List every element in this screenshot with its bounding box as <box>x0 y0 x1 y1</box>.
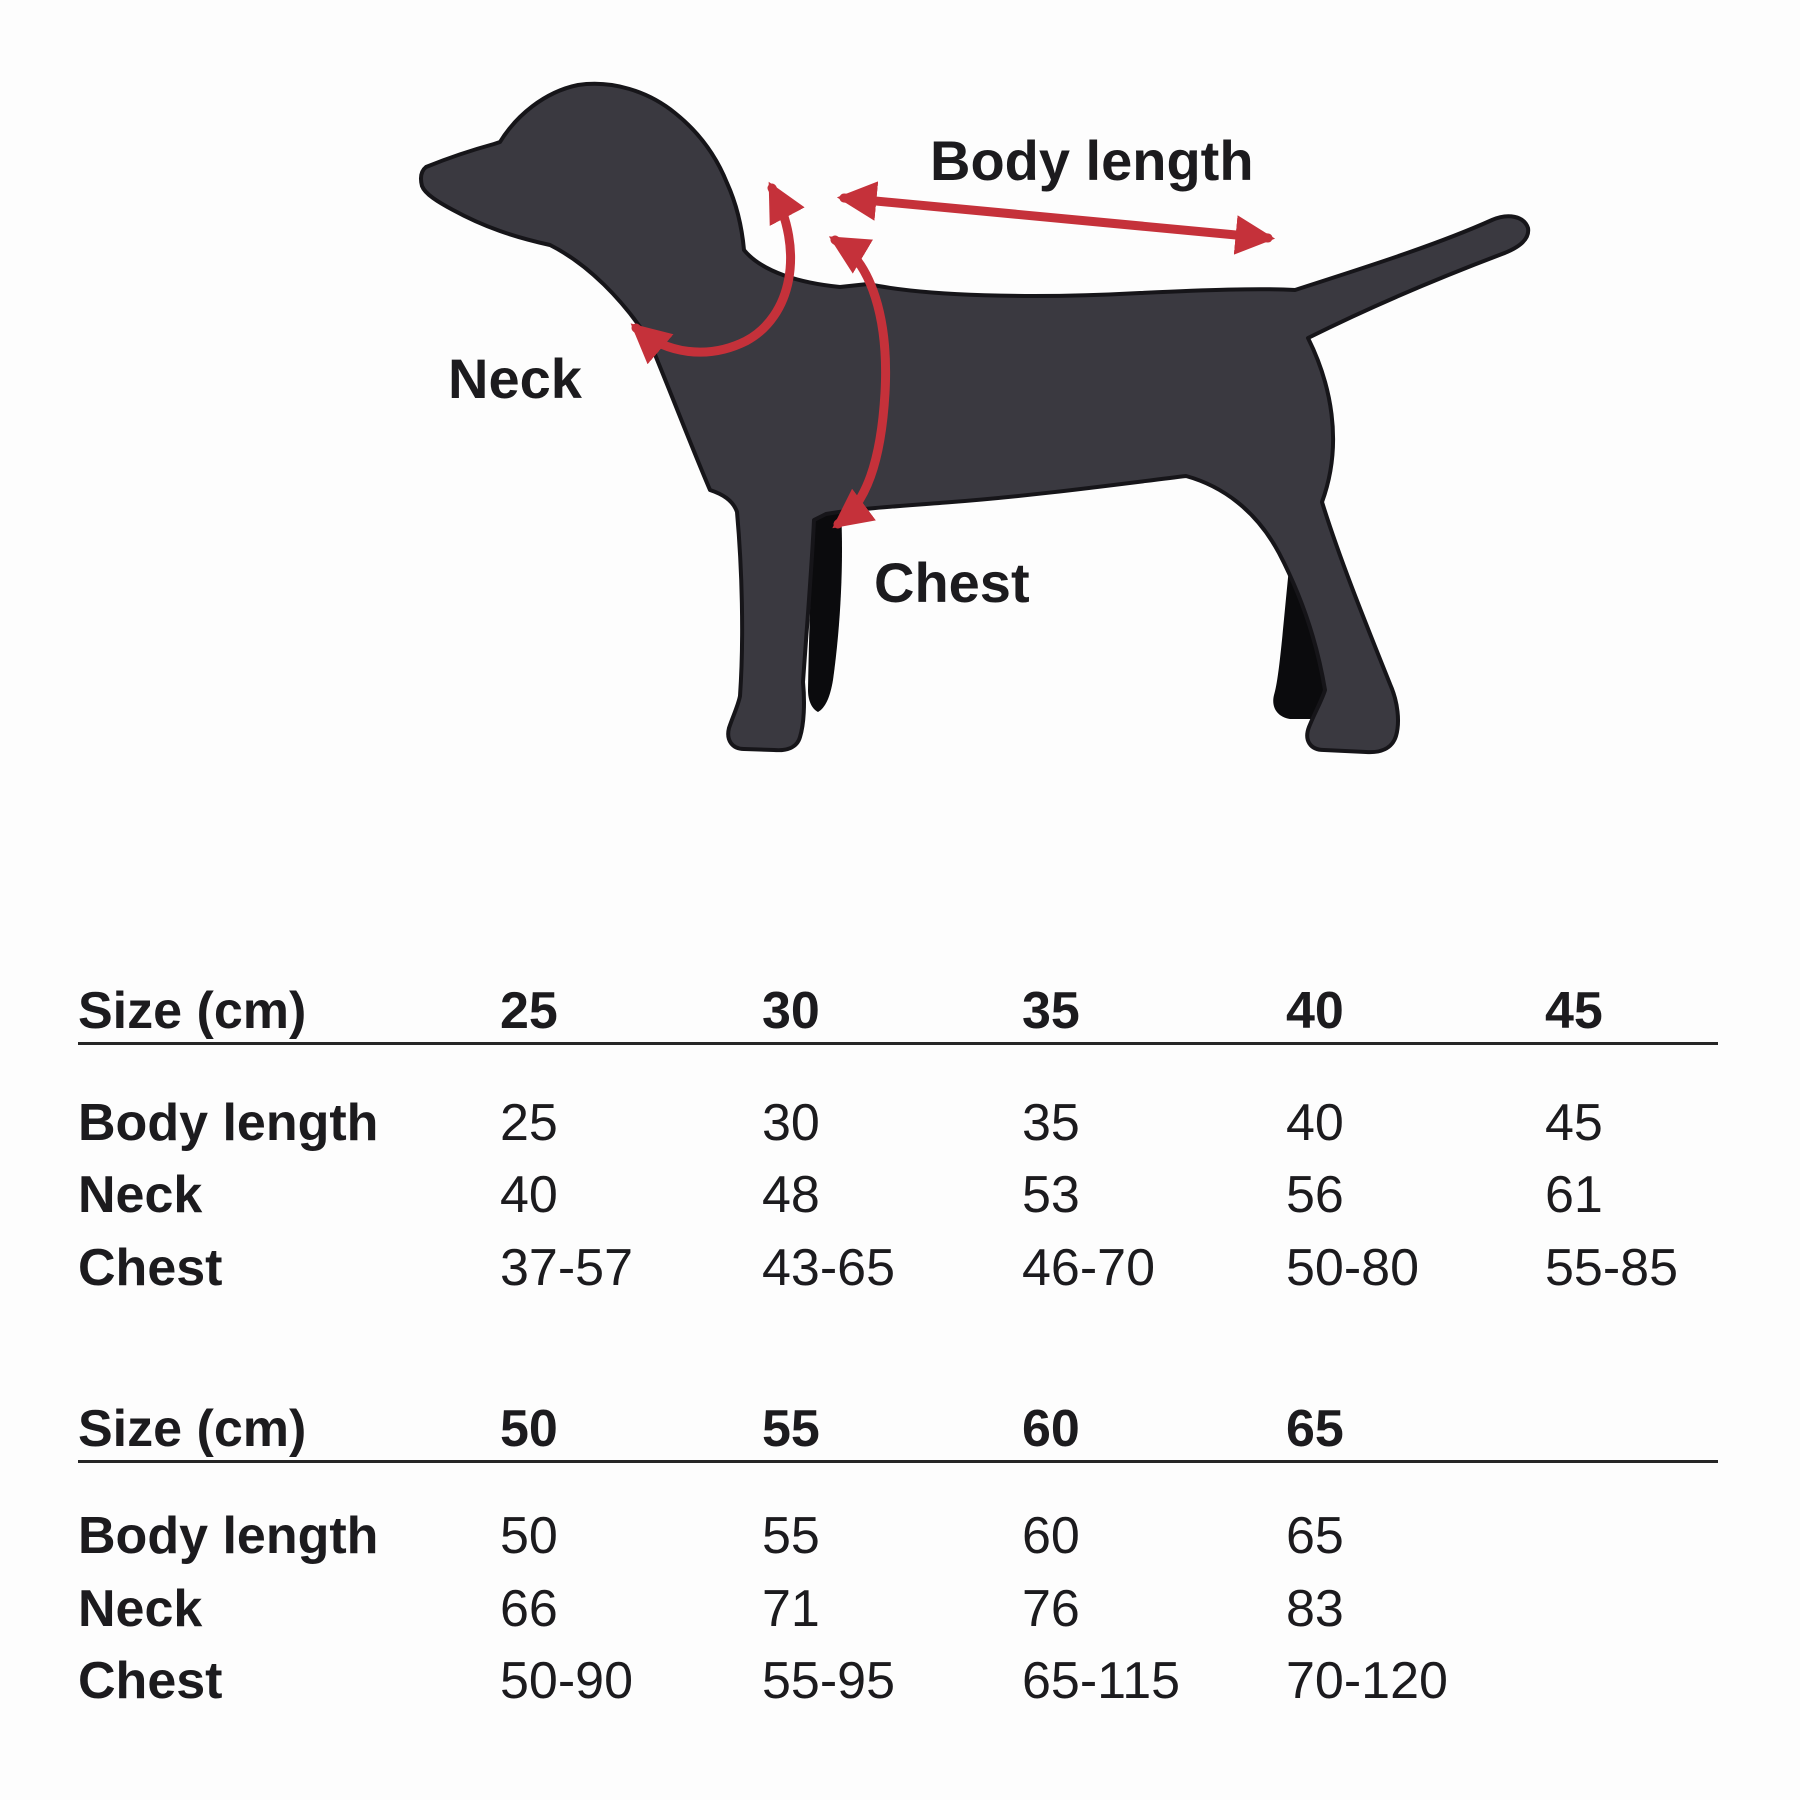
table-header-cell: Size (cm) <box>78 982 307 1040</box>
cell-value: 50 <box>500 1507 558 1565</box>
table-header-cell: 30 <box>762 982 820 1040</box>
table-header-row: Size (cm) 25 30 35 40 45 <box>0 982 1800 1040</box>
neck-label: Neck <box>448 347 583 410</box>
cell-value: 65-115 <box>1022 1652 1181 1710</box>
dog-measurement-diagram: Body length Neck Chest <box>419 81 1531 755</box>
cell-value: 83 <box>1286 1580 1344 1638</box>
cell-value: 40 <box>1286 1094 1344 1152</box>
chest-label: Chest <box>874 551 1030 614</box>
row-label: Chest <box>78 1239 223 1297</box>
cell-value: 46-70 <box>1022 1239 1155 1297</box>
table-header-cell: 65 <box>1286 1400 1344 1458</box>
cell-value: 53 <box>1022 1166 1080 1224</box>
row-label: Neck <box>78 1166 203 1224</box>
table-row: Chest 50-90 55-95 65-115 70-120 <box>0 1652 1800 1710</box>
table-header-rule <box>78 1042 1718 1045</box>
cell-value: 56 <box>1286 1166 1344 1224</box>
neck-girth-arrow <box>630 181 805 365</box>
cell-value: 60 <box>1022 1507 1080 1565</box>
table-header-cell: 35 <box>1022 982 1080 1040</box>
cell-value: 50-80 <box>1286 1239 1419 1297</box>
cell-value: 25 <box>500 1094 558 1152</box>
table-row: Chest 37-57 43-65 46-70 50-80 55-85 <box>0 1239 1800 1297</box>
cell-value: 35 <box>1022 1094 1080 1152</box>
cell-value: 61 <box>1545 1166 1603 1224</box>
cell-value: 43-65 <box>762 1239 895 1297</box>
cell-value: 45 <box>1545 1094 1603 1152</box>
table-row: Body length 25 30 35 40 45 <box>0 1094 1800 1152</box>
cell-value: 55-95 <box>762 1652 895 1710</box>
table-header-cell: 60 <box>1022 1400 1080 1458</box>
table-header-cell: Size (cm) <box>78 1400 307 1458</box>
table-header-cell: 45 <box>1545 982 1603 1040</box>
table-row: Neck 66 71 76 83 <box>0 1580 1800 1638</box>
table-row: Body length 50 55 60 65 <box>0 1507 1800 1565</box>
cell-value: 40 <box>500 1166 558 1224</box>
cell-value: 70-120 <box>1286 1652 1448 1710</box>
cell-value: 55 <box>762 1507 820 1565</box>
table-header-row: Size (cm) 50 55 60 65 <box>0 1400 1800 1458</box>
table-header-cell: 50 <box>500 1400 558 1458</box>
cell-value: 50-90 <box>500 1652 633 1710</box>
table-header-cell: 25 <box>500 982 558 1040</box>
cell-value: 37-57 <box>500 1239 633 1297</box>
table-header-rule <box>78 1460 1718 1463</box>
cell-value: 76 <box>1022 1580 1080 1638</box>
cell-value: 55-85 <box>1545 1239 1678 1297</box>
table-row: Neck 40 48 53 56 61 <box>0 1166 1800 1224</box>
cell-value: 71 <box>762 1580 820 1638</box>
table-header-cell: 40 <box>1286 982 1344 1040</box>
row-label: Neck <box>78 1580 203 1638</box>
cell-value: 48 <box>762 1166 820 1224</box>
body-length-label: Body length <box>930 129 1254 192</box>
row-label: Chest <box>78 1652 223 1710</box>
cell-value: 66 <box>500 1580 558 1638</box>
cell-value: 65 <box>1286 1507 1344 1565</box>
row-label: Body length <box>78 1094 379 1152</box>
chest-girth-arrow <box>828 235 891 529</box>
cell-value: 30 <box>762 1094 820 1152</box>
body-length-arrow <box>836 181 1276 255</box>
table-header-cell: 55 <box>762 1400 820 1458</box>
row-label: Body length <box>78 1507 379 1565</box>
